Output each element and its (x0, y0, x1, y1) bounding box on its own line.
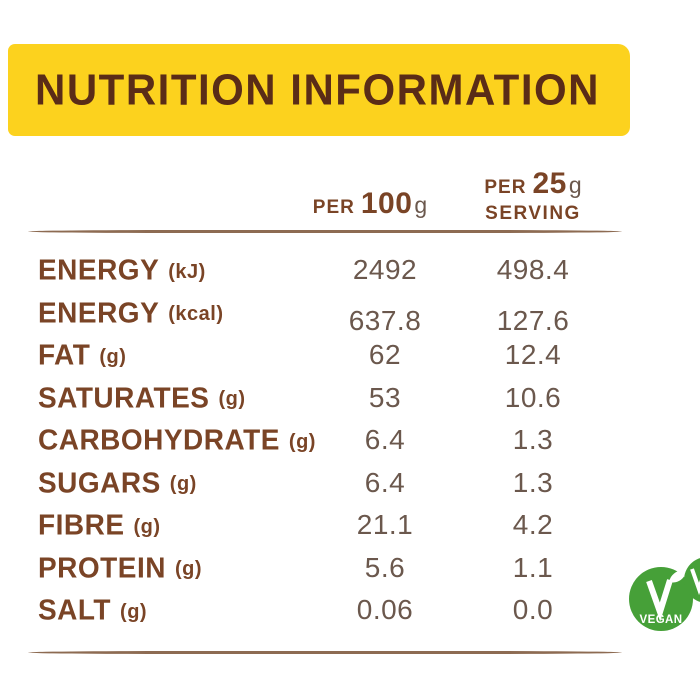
table-row: ENERGY (kJ) 2492 498.4 (28, 249, 622, 292)
value-per-100g: 5.6 (364, 551, 406, 583)
value-per-100g: 21.1 (356, 509, 414, 541)
value-per-serving: 498.4 (496, 254, 570, 286)
value-per-100g: 2492 (352, 254, 418, 286)
amount-100: 100 (360, 187, 413, 220)
nutrient-unit: (g) (288, 430, 316, 453)
nutrient-unit: (g) (174, 558, 203, 581)
table-row: ENERGY (kcal) 637.8 127.6 (28, 292, 622, 335)
value-per-100g: 0.06 (356, 594, 414, 626)
value-per-100g: 6.4 (364, 466, 406, 498)
value-per-100g: 6.4 (364, 424, 406, 456)
table-row: SUGARS (g) 6.4 1.3 (28, 462, 622, 505)
page-title: NUTRITION INFORMATION (35, 65, 600, 114)
nutrient-name: FIBRE (38, 508, 125, 541)
table-row: PROTEIN (g) 5.6 1.1 (28, 547, 622, 590)
amount-25: 25 (532, 167, 567, 200)
value-per-serving: 1.3 (512, 466, 554, 498)
nutrient-label: SUGARS (g) (38, 462, 197, 505)
table-row: SATURATES (g) 53 10.6 (28, 377, 622, 420)
gram-unit: g (568, 172, 582, 198)
gram-unit: g (414, 192, 428, 218)
value-per-serving: 1.3 (512, 424, 554, 456)
nutrient-name: SATURATES (38, 381, 210, 414)
per-25g-line: PER 25 g (443, 167, 623, 201)
nutrient-unit: (kJ) (168, 260, 206, 283)
title-banner: NUTRITION INFORMATION (8, 44, 630, 136)
nutrient-name: ENERGY (38, 253, 160, 286)
table-row: SALT (g) 0.06 0.0 (28, 589, 622, 632)
column-header-per-100g: PER 100 g (270, 187, 470, 231)
nutrient-unit: (g) (218, 388, 246, 411)
svg-text:VEGAN: VEGAN (640, 614, 683, 626)
value-per-100g: 637.8 (348, 304, 422, 336)
per-label: PER (484, 177, 527, 198)
nutrient-unit: (g) (120, 600, 148, 623)
nutrient-name: SALT (38, 593, 112, 626)
nutrient-name: CARBOHYDRATE (38, 423, 280, 456)
value-per-serving: 0.0 (512, 594, 554, 626)
nutrition-rows: ENERGY (kJ) 2492 498.4 ENERGY (kcal) 637… (28, 249, 622, 632)
nutrient-name: SUGARS (38, 466, 161, 499)
nutrient-unit: (g) (169, 473, 197, 496)
per-label: PER (312, 197, 355, 218)
nutrient-label: ENERGY (kJ) (38, 249, 206, 292)
table-row: CARBOHYDRATE (g) 6.4 1.3 (28, 419, 622, 462)
vegan-badge-partial-icon (684, 557, 700, 603)
value-per-serving: 1.1 (512, 551, 554, 583)
nutrient-unit: (g) (99, 345, 127, 368)
value-per-serving: 127.6 (496, 304, 570, 336)
nutrient-label: FIBRE (g) (38, 504, 161, 547)
vegan-badge: VEGAN (629, 567, 693, 631)
nutrient-unit: (kcal) (168, 303, 224, 326)
nutrient-name: ENERGY (38, 296, 160, 329)
value-per-100g: 62 (368, 339, 402, 371)
header-divider-line (28, 230, 622, 233)
nutrient-label: SALT (g) (38, 589, 147, 632)
value-per-serving: 10.6 (504, 381, 562, 413)
nutrient-name: PROTEIN (38, 551, 166, 584)
footer-divider-line (28, 651, 622, 654)
value-per-serving: 12.4 (504, 339, 562, 371)
nutrient-label: SATURATES (g) (38, 377, 246, 420)
serving-label: SERVING (485, 203, 581, 224)
vegan-icon: VEGAN (629, 567, 693, 631)
table-row: FIBRE (g) 21.1 4.2 (28, 504, 622, 547)
value-per-100g: 53 (368, 381, 402, 413)
nutrient-name: FAT (38, 338, 91, 371)
nutrient-unit: (g) (133, 515, 161, 538)
table-row: FAT (g) 62 12.4 (28, 334, 622, 377)
nutrient-label: CARBOHYDRATE (g) (38, 419, 316, 462)
nutrient-label: PROTEIN (g) (38, 547, 202, 590)
column-header-per-serving: PER 25 g SERVING (443, 167, 623, 225)
nutrient-label: FAT (g) (38, 334, 126, 377)
value-per-serving: 4.2 (512, 509, 554, 541)
nutrient-label: ENERGY (kcal) (38, 292, 224, 335)
